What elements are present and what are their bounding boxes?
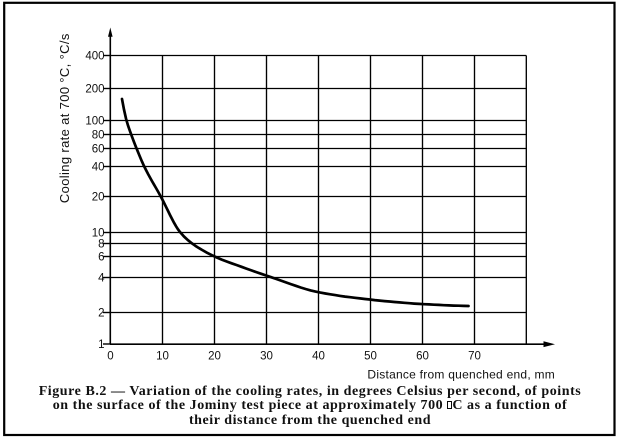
svg-text:6: 6 xyxy=(98,252,104,264)
svg-text:4: 4 xyxy=(98,273,105,285)
svg-text:200: 200 xyxy=(85,84,104,96)
svg-text:10: 10 xyxy=(156,351,169,363)
svg-text:100: 100 xyxy=(85,116,104,128)
svg-text:20: 20 xyxy=(92,192,105,204)
svg-text:80: 80 xyxy=(92,130,105,142)
svg-text:2: 2 xyxy=(98,308,104,320)
svg-text:Cooling rate at 700 °C, °C/s: Cooling rate at 700 °C, °C/s xyxy=(57,33,72,203)
svg-text:20: 20 xyxy=(208,351,221,363)
svg-text:0: 0 xyxy=(107,351,113,363)
svg-text:400: 400 xyxy=(85,51,104,63)
svg-text:60: 60 xyxy=(416,351,429,363)
svg-text:10: 10 xyxy=(92,228,105,240)
svg-text:40: 40 xyxy=(312,351,325,363)
svg-text:60: 60 xyxy=(92,144,105,156)
svg-text:40: 40 xyxy=(92,162,105,174)
svg-text:1: 1 xyxy=(98,339,104,351)
svg-text:70: 70 xyxy=(468,351,481,363)
svg-text:8: 8 xyxy=(98,239,104,251)
svg-text:Distance from quenched end, mm: Distance from quenched end, mm xyxy=(367,367,555,381)
svg-text:30: 30 xyxy=(260,351,273,363)
svg-text:50: 50 xyxy=(364,351,377,363)
